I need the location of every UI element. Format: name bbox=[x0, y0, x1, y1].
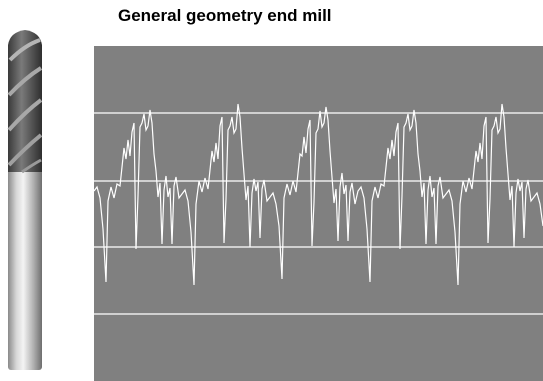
end-mill-image bbox=[8, 30, 42, 370]
artwork bbox=[0, 0, 543, 381]
page: General geometry end mill (() => { bbox=[0, 0, 543, 381]
